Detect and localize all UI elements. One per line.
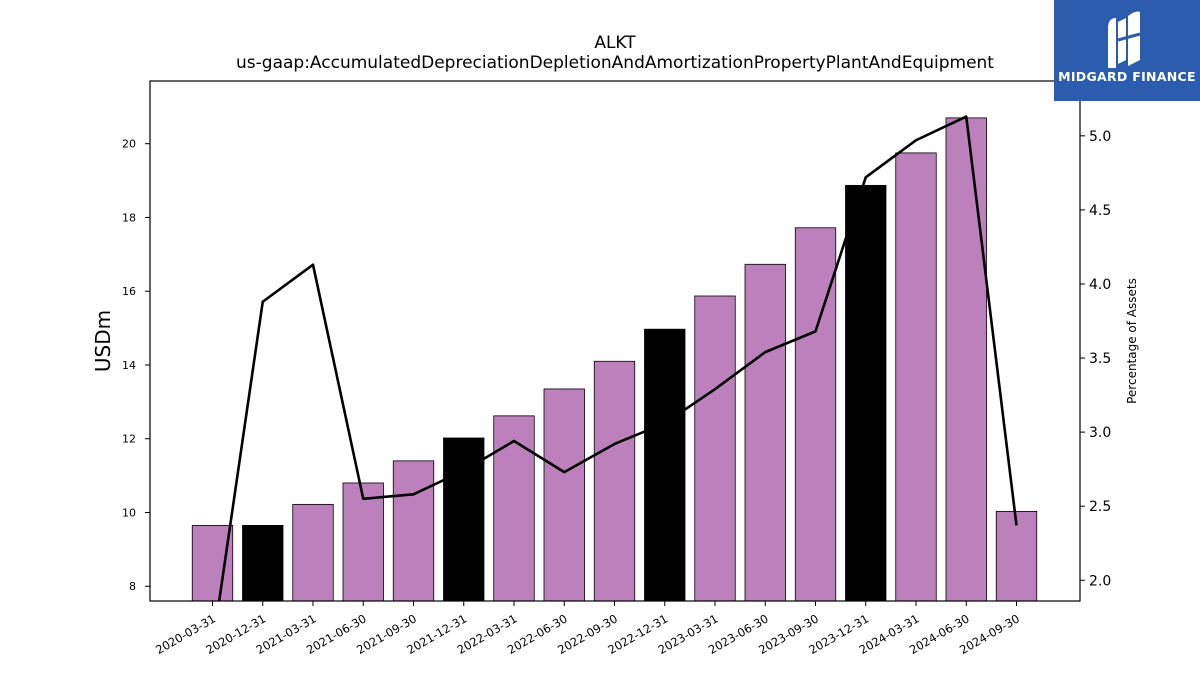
y-right-tick-label: 3.5 xyxy=(1089,351,1111,367)
y-tick-label: 20 xyxy=(122,138,136,151)
bar xyxy=(191,524,234,602)
bar xyxy=(593,360,636,602)
brand-logo: MIDGARD FINANCE xyxy=(1054,0,1200,101)
y-tick-label: 16 xyxy=(122,285,136,298)
bar xyxy=(493,415,535,602)
chart-title: ALKT xyxy=(594,33,636,53)
bar xyxy=(392,460,435,602)
y-tick-label: 10 xyxy=(122,506,136,519)
y-right-tick-label: 2.5 xyxy=(1089,499,1111,515)
y-right-tick-label: 3.0 xyxy=(1089,425,1111,441)
y-right-tick-label: 5.0 xyxy=(1089,129,1111,145)
bar xyxy=(845,184,887,602)
y-right-tick-label: 4.0 xyxy=(1089,277,1111,293)
logo-mark-icon xyxy=(1108,11,1141,68)
bar xyxy=(242,524,284,602)
chart-subtitle: us-gaap:AccumulatedDepreciationDepletion… xyxy=(236,53,994,73)
bar xyxy=(744,263,786,602)
bar xyxy=(543,388,585,602)
y-axis-label: USDm xyxy=(91,310,115,372)
bar xyxy=(895,152,937,602)
y-right-tick-label: 2.0 xyxy=(1089,573,1111,589)
y-tick-label: 8 xyxy=(129,580,136,593)
bar xyxy=(443,437,485,602)
y-right-tick-label: 4.5 xyxy=(1089,203,1111,219)
bar xyxy=(694,295,736,602)
bar xyxy=(945,117,987,602)
bar xyxy=(342,482,384,602)
bar xyxy=(995,510,1038,602)
y-tick-label: 12 xyxy=(122,433,136,446)
y-right-axis-label: Percentage of Assets xyxy=(1125,278,1139,404)
logo-text: MIDGARD FINANCE xyxy=(1058,69,1196,84)
bar xyxy=(644,328,686,602)
y-tick-label: 18 xyxy=(122,211,136,224)
y-tick-label: 14 xyxy=(122,359,136,372)
percentage-line xyxy=(217,115,1018,601)
bar xyxy=(292,503,334,602)
